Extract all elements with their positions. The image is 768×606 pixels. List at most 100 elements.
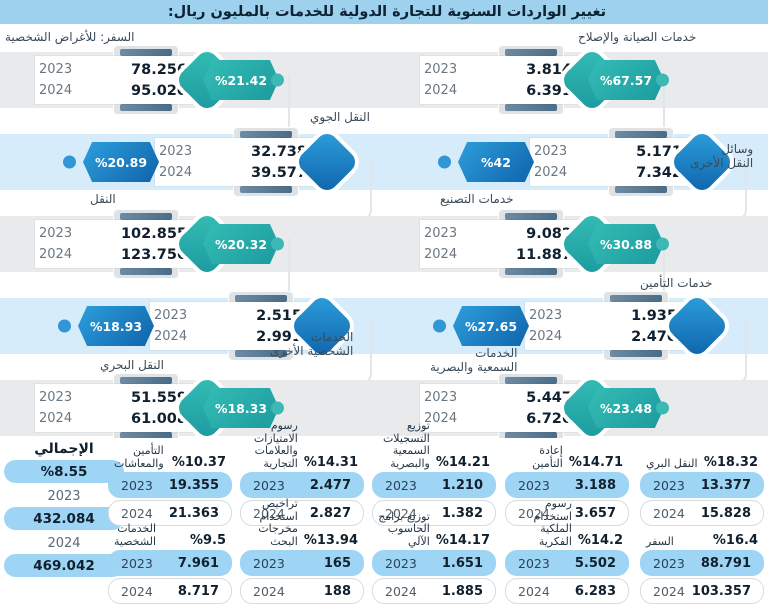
percent-badge: %27.65	[453, 306, 529, 346]
series-label: السفر: للأغراض الشخصية	[5, 30, 135, 44]
table-value: 3.657	[574, 505, 616, 521]
summary-table: الإجمالي %8.55 2023 432.084 2024 469.042…	[0, 419, 768, 604]
percent-badge: %18.33	[203, 388, 279, 428]
totals-column: الإجمالي %8.55 2023 432.084 2024 469.042	[4, 438, 124, 580]
value-year: 2023	[154, 308, 188, 323]
table-value-pill: 1.885 2024	[372, 578, 496, 604]
value-line: 5.171 2023	[534, 141, 682, 162]
table-value: 19.355	[168, 477, 219, 493]
table-value: 3.188	[574, 477, 616, 493]
value-year: 2023	[39, 390, 73, 405]
value-number: 39.577	[251, 164, 307, 181]
table-value: 8.717	[177, 583, 219, 599]
table-value-year: 2023	[253, 477, 285, 493]
table-value-pill: 19.355 2023	[108, 472, 232, 498]
totals-value-2024: 469.042	[4, 554, 124, 577]
table-column-pct: %14.17	[435, 533, 490, 548]
table-column-header: %10.37 التأمين والمعاشات	[108, 440, 232, 472]
series-label: خدمات الصيانة والإصلاح	[578, 30, 697, 44]
value-year: 2023	[529, 308, 563, 323]
table-column-pct: %14.31	[303, 455, 358, 470]
table-value: 2.827	[309, 505, 351, 521]
value-line: 123.756 2024	[39, 244, 187, 265]
totals-value-2023: 432.084	[4, 507, 124, 530]
table-column: %14.21 توزيع التسجيلات السمعية والبصرية 1.…	[372, 419, 496, 528]
totals-year-2024: 2024	[47, 536, 81, 551]
value-plate: 9.082 2023 11.887 2024	[420, 220, 582, 268]
table-value-pill: 8.717 2024	[108, 578, 232, 604]
value-line: 51.559 2023	[39, 387, 187, 408]
table-value-pill: 5.502 2023	[505, 550, 629, 576]
value-line: 39.577 2024	[159, 162, 307, 183]
totals-pct: %8.55	[4, 460, 124, 483]
value-year: 2024	[529, 329, 563, 344]
value-line: 61.008 2024	[39, 408, 187, 429]
title-bar: تغيير الواردات السنوية للتجارة الدولية ل…	[0, 0, 768, 24]
table-value-pill: 88.791 2023	[640, 550, 764, 576]
connector-dot	[58, 319, 71, 333]
value-number: 2.991	[256, 328, 302, 345]
value-number: 51.559	[131, 389, 187, 406]
table-value-year: 2024	[653, 505, 685, 521]
table-value: 103.357	[691, 583, 751, 599]
table-column-header: %14.71 إعادة التأمين	[505, 440, 629, 472]
percent-badge: %23.48	[588, 388, 664, 428]
table-value-year: 2023	[121, 477, 153, 493]
table-column-header: %14.2 رسوم استخدام الملكية الفكرية	[505, 497, 629, 550]
table-value-year: 2024	[385, 583, 417, 599]
diagram-row: 51.559 2023 61.008 2024 %18.33 5.447 2023 6.726…	[0, 367, 768, 449]
table-value-pill: 7.961 2023	[108, 550, 232, 576]
table-value: 165	[323, 555, 351, 571]
table-value-year: 2023	[653, 477, 685, 493]
value-number: 6.391	[526, 82, 572, 99]
table-value-pill: 15.828 2024	[640, 500, 764, 526]
table-column-pct: %10.37	[171, 455, 226, 470]
table-value-year: 2024	[653, 583, 685, 599]
data-card: 102.855 2023 123.756 2024	[35, 209, 240, 279]
table-column-pct: %9.5	[189, 533, 226, 548]
value-plate: 1.935 2023 2.470 2024	[525, 302, 687, 350]
table-column-name: توزيع برامج الحاسوب الآلي	[378, 509, 430, 548]
table-value-year: 2023	[518, 477, 550, 493]
table-value: 7.961	[177, 555, 219, 571]
diagram-row: 78.256 2023 95.020 2024 %21.42 3.814 2023 6.391…	[0, 39, 768, 121]
table-value-pill: 165 2023	[240, 550, 364, 576]
table-value-year: 2024	[518, 505, 550, 521]
value-year: 2024	[39, 411, 73, 426]
value-year: 2023	[424, 226, 458, 241]
connector-dot	[63, 155, 76, 169]
table-value-year: 2023	[653, 555, 685, 571]
table-column-header: %14.21 توزيع التسجيلات السمعية والبصرية	[372, 419, 496, 472]
value-number: 95.020	[131, 82, 187, 99]
table-column-pct: %18.32	[703, 455, 758, 470]
value-line: 32.738 2023	[159, 141, 307, 162]
value-year: 2024	[534, 165, 568, 180]
data-card: 9.082 2023 11.887 2024	[420, 209, 625, 279]
value-year: 2024	[424, 411, 458, 426]
connector-dot	[656, 237, 669, 251]
table-value: 1.885	[441, 583, 483, 599]
table-column-pct: %14.71	[568, 455, 623, 470]
table-value-pill: 1.210 2023	[372, 472, 496, 498]
value-line: 2.991 2024	[154, 326, 302, 347]
connector-dot	[271, 73, 284, 87]
table-column-pct: %13.94	[303, 533, 358, 548]
table-value-year: 2024	[253, 583, 285, 599]
table-value-pill: 21.363 2024	[108, 500, 232, 526]
value-line: 78.256 2023	[39, 59, 187, 80]
data-card: 5.171 2023 7.342 2024	[530, 127, 735, 197]
table-value-pill: 103.357 2024	[640, 578, 764, 604]
value-number: 5.171	[636, 143, 682, 160]
value-plate: 32.738 2023 39.577 2024	[155, 138, 317, 186]
table-column-name: إعادة التأمين	[532, 444, 563, 470]
value-number: 78.256	[131, 61, 187, 78]
connector-dot	[656, 401, 669, 415]
value-number: 1.935	[631, 307, 677, 324]
value-year: 2023	[159, 144, 193, 159]
value-plate: 102.855 2023 123.756 2024	[35, 220, 197, 268]
table-value-year: 2024	[253, 505, 285, 521]
totals-year-2023: 2023	[47, 489, 81, 504]
table-value-year: 2024	[385, 505, 417, 521]
value-number: 2.470	[631, 328, 677, 345]
table-column: %10.37 التأمين والمعاشات 19.355 2023 21.363 2…	[108, 440, 232, 528]
